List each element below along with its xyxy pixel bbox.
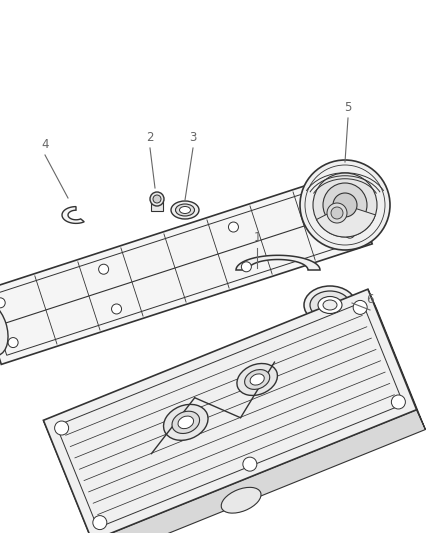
Circle shape [243,457,257,471]
Circle shape [55,421,69,435]
Circle shape [345,228,355,238]
Polygon shape [43,421,101,533]
Ellipse shape [318,296,342,313]
Polygon shape [368,289,425,430]
Polygon shape [92,410,425,533]
Circle shape [241,262,251,272]
Ellipse shape [171,201,199,219]
Polygon shape [317,205,375,237]
Circle shape [332,189,342,198]
Ellipse shape [304,286,356,324]
Ellipse shape [237,364,277,395]
Ellipse shape [323,300,337,310]
Polygon shape [0,172,372,365]
Circle shape [93,515,107,530]
Text: 3: 3 [189,131,197,144]
Circle shape [333,193,357,217]
Polygon shape [62,207,84,223]
Ellipse shape [244,369,270,390]
Circle shape [313,173,377,237]
Ellipse shape [178,416,194,429]
Circle shape [112,304,122,314]
Polygon shape [236,255,320,270]
Circle shape [0,298,5,308]
Ellipse shape [0,301,8,356]
Circle shape [392,395,406,409]
Text: 4: 4 [41,138,49,151]
Circle shape [353,301,367,314]
Polygon shape [43,289,417,533]
Circle shape [229,222,238,232]
Circle shape [153,195,161,203]
Text: 6: 6 [366,293,374,306]
Circle shape [323,183,367,227]
Ellipse shape [310,291,350,319]
Polygon shape [151,199,163,211]
Circle shape [300,160,390,250]
Ellipse shape [221,487,261,513]
Text: 5: 5 [344,101,352,114]
Text: 2: 2 [146,131,154,144]
Circle shape [150,192,164,206]
Ellipse shape [342,180,379,236]
Circle shape [8,337,18,348]
Ellipse shape [180,206,191,214]
Ellipse shape [172,411,200,433]
Circle shape [327,203,347,223]
Ellipse shape [250,374,264,385]
Circle shape [99,264,109,274]
Ellipse shape [163,405,208,440]
Circle shape [331,207,343,219]
Text: 1: 1 [253,231,261,244]
Ellipse shape [176,204,194,216]
